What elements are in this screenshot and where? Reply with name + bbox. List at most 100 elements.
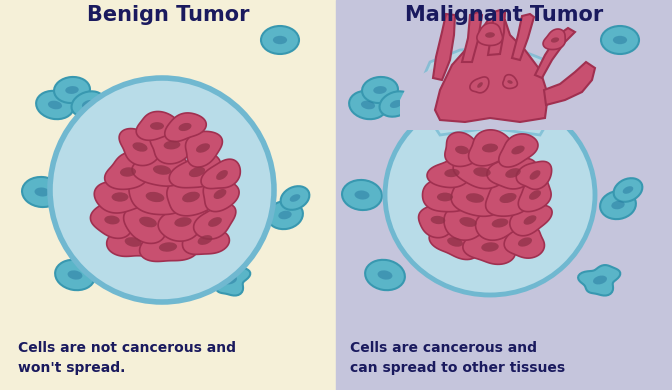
Ellipse shape bbox=[54, 77, 90, 103]
Polygon shape bbox=[543, 29, 565, 50]
Ellipse shape bbox=[482, 144, 498, 152]
Ellipse shape bbox=[511, 145, 525, 154]
Polygon shape bbox=[119, 129, 161, 166]
Ellipse shape bbox=[431, 216, 446, 224]
Polygon shape bbox=[504, 225, 544, 258]
Ellipse shape bbox=[159, 242, 177, 252]
Ellipse shape bbox=[153, 165, 171, 175]
Polygon shape bbox=[400, 58, 590, 130]
Ellipse shape bbox=[601, 26, 639, 54]
Ellipse shape bbox=[373, 86, 386, 94]
Ellipse shape bbox=[132, 142, 148, 152]
Ellipse shape bbox=[223, 276, 237, 284]
Text: Malignant Tumor: Malignant Tumor bbox=[405, 5, 603, 25]
Polygon shape bbox=[132, 153, 188, 186]
Ellipse shape bbox=[163, 140, 180, 149]
Ellipse shape bbox=[182, 191, 200, 202]
Polygon shape bbox=[544, 62, 595, 105]
Polygon shape bbox=[105, 152, 149, 190]
Ellipse shape bbox=[473, 167, 491, 177]
Ellipse shape bbox=[216, 170, 228, 180]
Polygon shape bbox=[516, 161, 552, 190]
Polygon shape bbox=[477, 23, 503, 46]
Ellipse shape bbox=[380, 91, 413, 117]
Ellipse shape bbox=[623, 186, 633, 194]
Ellipse shape bbox=[189, 167, 205, 177]
Ellipse shape bbox=[342, 180, 382, 210]
Polygon shape bbox=[107, 225, 161, 256]
Ellipse shape bbox=[36, 91, 74, 119]
Ellipse shape bbox=[499, 193, 517, 203]
Ellipse shape bbox=[196, 143, 210, 153]
Polygon shape bbox=[124, 203, 172, 243]
Text: Cells are not cancerous and
won't spread.: Cells are not cancerous and won't spread… bbox=[18, 341, 236, 375]
Bar bbox=[336, 0, 672, 390]
Polygon shape bbox=[486, 177, 531, 216]
Ellipse shape bbox=[290, 194, 300, 202]
Polygon shape bbox=[427, 157, 474, 188]
Ellipse shape bbox=[267, 201, 303, 229]
Ellipse shape bbox=[261, 26, 299, 54]
Ellipse shape bbox=[365, 260, 405, 290]
Ellipse shape bbox=[600, 191, 636, 219]
Text: Cells are cancerous and
can spread to other tissues: Cells are cancerous and can spread to ot… bbox=[350, 341, 565, 375]
Polygon shape bbox=[444, 206, 495, 240]
Polygon shape bbox=[167, 177, 218, 216]
Polygon shape bbox=[510, 206, 552, 236]
Ellipse shape bbox=[82, 100, 94, 108]
Ellipse shape bbox=[529, 190, 541, 200]
Polygon shape bbox=[140, 230, 198, 261]
Ellipse shape bbox=[68, 270, 83, 280]
Ellipse shape bbox=[523, 215, 536, 225]
Ellipse shape bbox=[273, 36, 287, 44]
Polygon shape bbox=[203, 177, 239, 212]
Polygon shape bbox=[136, 112, 179, 140]
Ellipse shape bbox=[150, 122, 164, 130]
Ellipse shape bbox=[139, 217, 157, 227]
Ellipse shape bbox=[65, 86, 79, 94]
Polygon shape bbox=[183, 223, 229, 254]
Ellipse shape bbox=[34, 188, 50, 197]
Polygon shape bbox=[185, 131, 222, 167]
Polygon shape bbox=[470, 77, 489, 93]
Polygon shape bbox=[158, 203, 207, 241]
Ellipse shape bbox=[481, 242, 499, 252]
Polygon shape bbox=[453, 158, 509, 189]
Polygon shape bbox=[194, 204, 236, 239]
Polygon shape bbox=[169, 154, 221, 188]
Ellipse shape bbox=[48, 101, 62, 109]
Bar bbox=[0, 0, 336, 390]
Polygon shape bbox=[503, 74, 517, 89]
Ellipse shape bbox=[613, 36, 627, 44]
Ellipse shape bbox=[492, 218, 508, 228]
Polygon shape bbox=[487, 158, 537, 189]
Ellipse shape bbox=[385, 95, 595, 295]
Ellipse shape bbox=[485, 32, 495, 38]
Ellipse shape bbox=[507, 80, 513, 84]
Polygon shape bbox=[476, 208, 528, 240]
Text: Benign Tumor: Benign Tumor bbox=[87, 5, 249, 25]
Ellipse shape bbox=[208, 217, 222, 227]
Ellipse shape bbox=[120, 167, 136, 177]
Polygon shape bbox=[429, 226, 478, 259]
Ellipse shape bbox=[477, 82, 482, 88]
Polygon shape bbox=[433, 14, 455, 80]
Ellipse shape bbox=[146, 192, 165, 202]
Ellipse shape bbox=[278, 211, 292, 219]
Polygon shape bbox=[518, 177, 551, 212]
Ellipse shape bbox=[55, 260, 95, 290]
Ellipse shape bbox=[530, 170, 540, 180]
Ellipse shape bbox=[355, 190, 370, 200]
Polygon shape bbox=[451, 178, 500, 216]
Polygon shape bbox=[150, 128, 195, 164]
Ellipse shape bbox=[361, 101, 375, 109]
Ellipse shape bbox=[518, 238, 532, 246]
Ellipse shape bbox=[71, 91, 104, 117]
Ellipse shape bbox=[505, 168, 521, 178]
Ellipse shape bbox=[125, 237, 141, 247]
Ellipse shape bbox=[214, 189, 226, 199]
Ellipse shape bbox=[460, 217, 476, 227]
Ellipse shape bbox=[349, 91, 387, 119]
Polygon shape bbox=[535, 28, 575, 78]
Polygon shape bbox=[445, 132, 481, 167]
